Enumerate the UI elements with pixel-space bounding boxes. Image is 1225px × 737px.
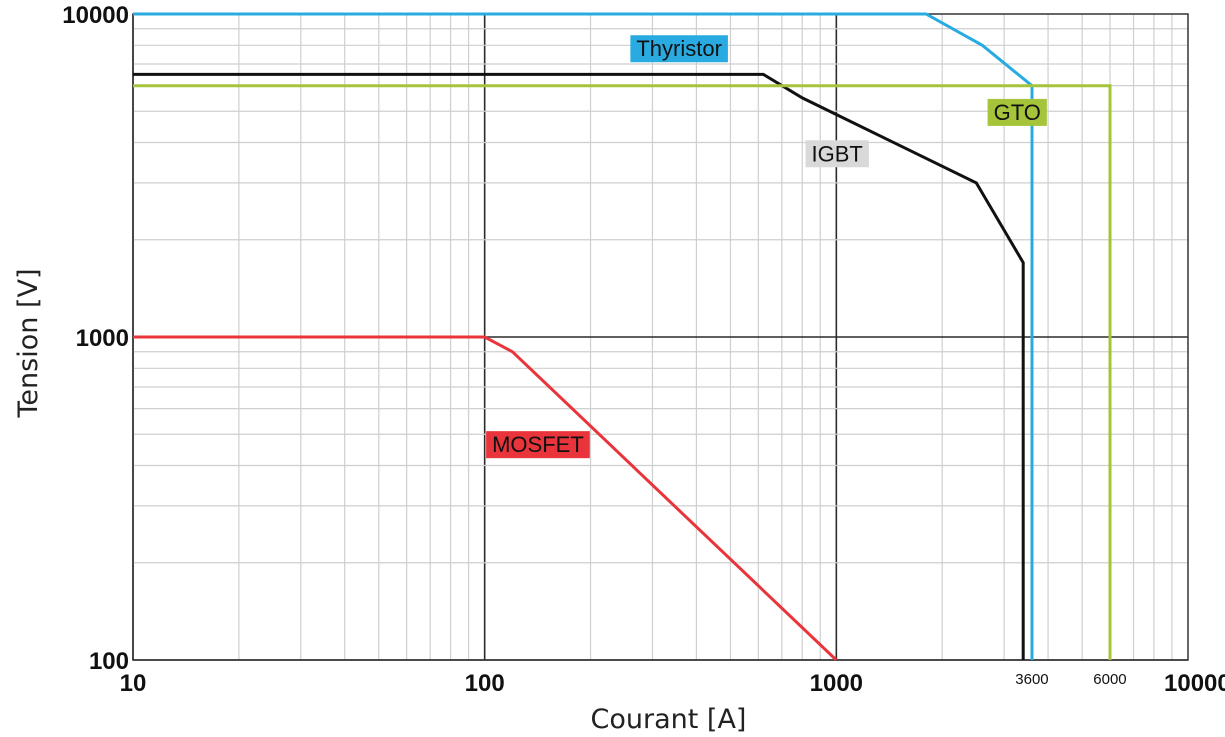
series-label-text: Thyristor — [636, 36, 722, 61]
x-tick-label: 6000 — [1093, 671, 1126, 688]
y-axis-title: Tension [V] — [13, 269, 44, 419]
series-label-background — [805, 140, 869, 168]
series-layer — [133, 12, 1112, 662]
series-label-background — [987, 98, 1047, 126]
x-tick-label: 100 — [465, 670, 505, 697]
series-line-thyristor — [133, 12, 1034, 660]
series-label-gto: GTO — [987, 98, 1047, 126]
x-tick-label: 3600 — [1015, 671, 1048, 688]
series-label-thyristor: Thyristor — [630, 35, 728, 63]
y-tick-label: 1000 — [76, 325, 129, 352]
series-label-text: GTO — [994, 100, 1041, 125]
series-line-igbt — [133, 72, 1025, 660]
x-tick-label: 1000 — [810, 670, 863, 697]
series-label-mosfet: MOSFET — [486, 431, 590, 459]
series-line-gto — [133, 84, 1112, 660]
series-label-background — [486, 431, 590, 459]
x-axis-title: Courant [A] — [591, 704, 747, 735]
series-label-igbt: IGBT — [805, 140, 869, 168]
series-labels: Thyristor IGBT GTO MOSFET — [486, 35, 1047, 459]
series-line-mosfet — [133, 335, 838, 662]
series-label-text: MOSFET — [492, 432, 584, 457]
x-tick-label: 10000 — [1164, 670, 1225, 697]
series-label-background — [630, 35, 728, 63]
y-tick-label: 100 — [89, 648, 129, 675]
series-label-text: IGBT — [812, 141, 863, 166]
y-tick-label: 10000 — [62, 2, 129, 29]
x-tick-label: 10 — [120, 670, 147, 697]
